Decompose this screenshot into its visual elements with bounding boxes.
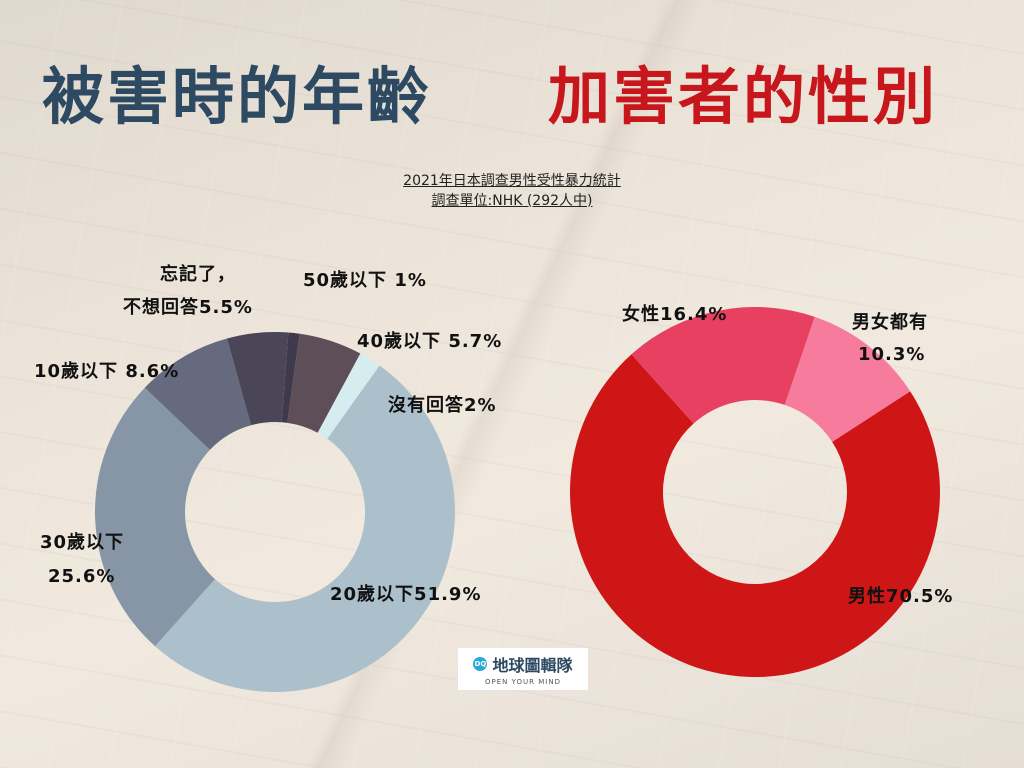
label-male: 男性70.5%	[848, 586, 954, 607]
label-under30-line1: 30歲以下	[40, 532, 125, 553]
gender-slice-female	[631, 307, 815, 424]
label-noanswer: 沒有回答2%	[388, 395, 497, 416]
age-slice-forgot	[226, 332, 289, 426]
age-slice-under50	[281, 332, 300, 423]
gender-slice-male	[569, 354, 940, 677]
label-under20: 20歲以下51.9%	[330, 584, 482, 605]
label-female: 女性16.4%	[622, 304, 728, 325]
logo-tagline: OPEN YOUR MIND	[485, 678, 561, 686]
age-slice-under40	[287, 333, 361, 433]
label-forgot-line2: 不想回答5.5%	[123, 297, 253, 318]
globe-logo-icon: DQ	[473, 657, 488, 671]
logo-row: DQ 地球圖輯隊	[473, 652, 573, 676]
age-slice-under10	[144, 338, 251, 450]
brand-logo: DQ 地球圖輯隊 OPEN YOUR MIND	[458, 648, 588, 690]
label-under30-line2: 25.6%	[48, 566, 116, 587]
age-donut-chart	[94, 332, 455, 692]
logo-name: 地球圖輯隊	[492, 656, 573, 675]
age-slice-under20	[155, 365, 455, 692]
age-slice-noanswer	[317, 353, 380, 439]
age-slice-under30	[94, 387, 216, 647]
subtitle-line-1: 2021年日本調查男性受性暴力統計	[403, 173, 621, 189]
label-under40: 40歲以下 5.7%	[357, 331, 503, 352]
label-under50: 50歲以下 1%	[303, 270, 427, 291]
gender-chart-title: 加害者的性別	[548, 60, 939, 133]
label-under10: 10歲以下 8.6%	[34, 361, 180, 382]
age-chart-title: 被害時的年齡	[42, 60, 433, 133]
label-forgot-line1: 忘記了，	[160, 264, 236, 285]
gender-slice-both	[784, 316, 911, 442]
label-both-line1: 男女都有	[852, 312, 928, 333]
subtitle-line-2: 調查單位:NHK (292人中)	[431, 193, 593, 209]
survey-subtitle: 2021年日本調查男性受性暴力統計 調查單位:NHK (292人中)	[0, 171, 1024, 211]
gender-donut-chart	[569, 307, 940, 677]
label-both-line2: 10.3%	[858, 344, 926, 365]
